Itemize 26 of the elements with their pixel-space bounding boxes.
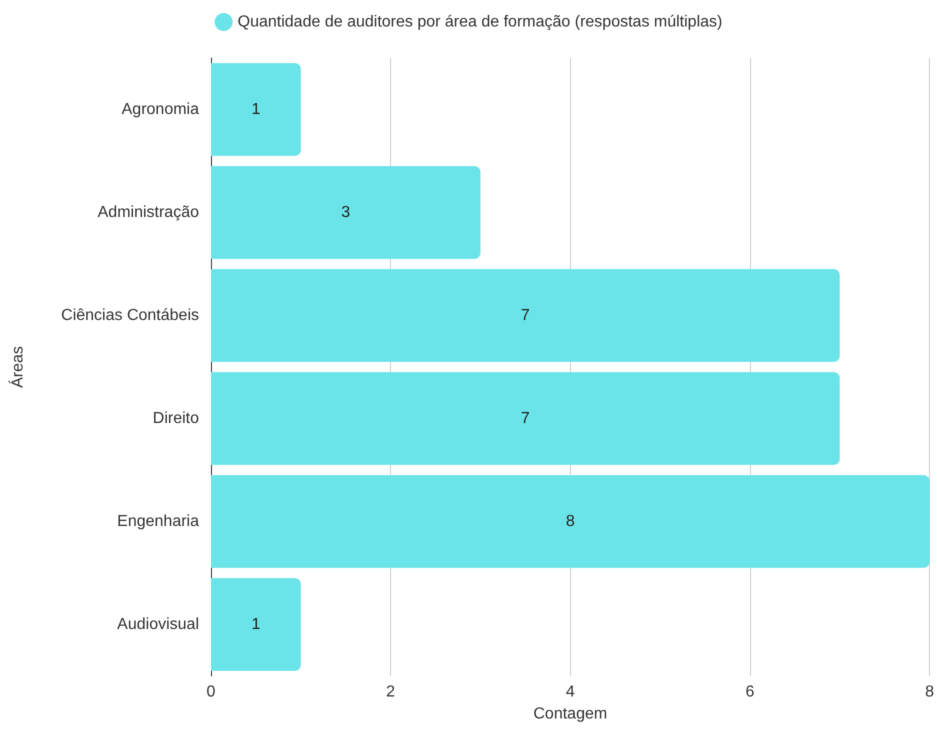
x-tick-label: 8	[925, 684, 934, 700]
x-tick-label: 2	[386, 684, 396, 700]
x-tick-label: 4	[566, 684, 575, 700]
y-tick-label: Agronomia	[122, 101, 200, 118]
bar	[211, 578, 301, 671]
data-label: 7	[520, 410, 530, 427]
data-label: 3	[341, 204, 350, 221]
y-tick-label: Administração	[98, 204, 200, 221]
bar	[211, 372, 840, 465]
legend-label: Quantidade de auditores por área de formação (respostas múltiplas)	[238, 14, 722, 30]
y-tick-label: Audiovisual	[117, 616, 199, 633]
bar	[211, 166, 480, 259]
data-label: 1	[251, 101, 260, 118]
bar	[211, 269, 840, 362]
y-axis-title: Áreas	[8, 346, 26, 388]
y-tick-label: Engenharia	[117, 513, 200, 530]
y-tick-label: Direito	[152, 410, 200, 427]
data-label: 7	[520, 307, 530, 324]
bar	[211, 475, 930, 568]
y-tick-label: Ciências Contábeis	[61, 307, 199, 324]
bar	[211, 63, 301, 156]
data-label: 8	[566, 513, 575, 530]
x-tick-label: 6	[745, 684, 754, 700]
x-tick-label: 0	[206, 684, 216, 700]
data-label: 1	[251, 616, 260, 633]
x-axis-title: Contagem	[533, 706, 608, 722]
